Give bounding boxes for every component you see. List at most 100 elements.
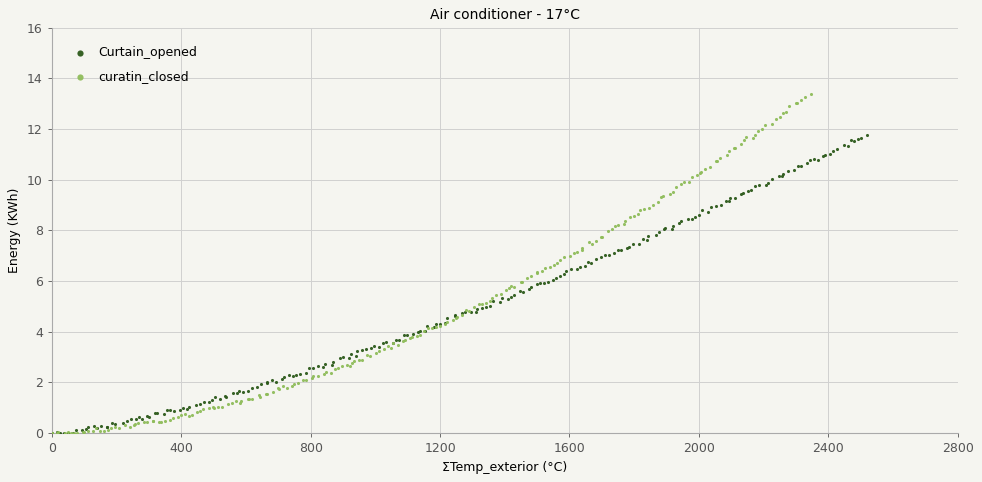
curatin_closed [405, 333, 420, 341]
curatin_closed [362, 352, 378, 360]
curatin_closed [107, 423, 123, 431]
curatin_closed [482, 297, 498, 305]
Curtain_opened [93, 422, 109, 429]
curatin_closed [574, 244, 590, 252]
curatin_closed [304, 374, 320, 381]
curatin_closed [610, 222, 626, 229]
curatin_closed [775, 109, 791, 117]
Curtain_opened [309, 362, 325, 370]
curatin_closed [232, 400, 247, 407]
Curtain_opened [506, 292, 521, 299]
curatin_closed [793, 96, 809, 104]
curatin_closed [100, 426, 116, 433]
Curtain_opened [264, 376, 280, 384]
Curtain_opened [806, 155, 822, 163]
curatin_closed [537, 265, 553, 272]
curatin_closed [627, 212, 642, 220]
Curtain_opened [285, 372, 300, 380]
Curtain_opened [774, 172, 790, 180]
Curtain_opened [826, 147, 842, 154]
Curtain_opened [684, 215, 700, 223]
Curtain_opened [325, 358, 341, 365]
curatin_closed [355, 356, 370, 363]
Curtain_opened [478, 303, 494, 311]
Curtain_opened [771, 172, 787, 180]
curatin_closed [184, 411, 199, 419]
curatin_closed [347, 358, 362, 365]
Curtain_opened [300, 364, 316, 372]
curatin_closed [432, 322, 448, 330]
curatin_closed [547, 261, 563, 268]
Curtain_opened [350, 348, 365, 355]
Curtain_opened [802, 157, 818, 164]
curatin_closed [588, 237, 604, 245]
curatin_closed [513, 278, 528, 285]
Curtain_opened [405, 330, 420, 337]
Curtain_opened [229, 389, 245, 397]
Curtain_opened [252, 380, 268, 388]
curatin_closed [257, 390, 273, 398]
curatin_closed [655, 193, 671, 201]
Curtain_opened [74, 426, 89, 434]
curatin_closed [259, 390, 275, 398]
curatin_closed [494, 290, 510, 298]
curatin_closed [44, 429, 60, 437]
curatin_closed [177, 410, 192, 417]
curatin_closed [181, 412, 196, 420]
curatin_closed [310, 372, 326, 380]
curatin_closed [616, 220, 631, 228]
Curtain_opened [718, 198, 734, 205]
Curtain_opened [156, 410, 172, 418]
Curtain_opened [846, 137, 861, 145]
Curtain_opened [693, 206, 709, 214]
Curtain_opened [457, 308, 472, 316]
Curtain_opened [822, 150, 838, 158]
curatin_closed [318, 368, 334, 376]
Curtain_opened [81, 423, 96, 431]
curatin_closed [192, 407, 208, 415]
Curtain_opened [815, 152, 831, 160]
curatin_closed [122, 423, 137, 431]
Curtain_opened [513, 288, 528, 295]
Curtain_opened [583, 259, 599, 267]
curatin_closed [70, 429, 85, 437]
Curtain_opened [656, 225, 672, 233]
curatin_closed [727, 144, 742, 152]
curatin_closed [225, 400, 241, 407]
Curtain_opened [540, 278, 556, 286]
Title: Air conditioner - 17°C: Air conditioner - 17°C [430, 8, 579, 22]
curatin_closed [381, 343, 397, 350]
Curtain_opened [69, 426, 84, 434]
Curtain_opened [843, 136, 858, 144]
Curtain_opened [371, 343, 387, 350]
curatin_closed [697, 165, 713, 173]
curatin_closed [234, 397, 249, 404]
Curtain_opened [147, 409, 163, 417]
curatin_closed [229, 398, 245, 405]
curatin_closed [359, 351, 375, 359]
Curtain_opened [289, 371, 304, 379]
Curtain_opened [467, 308, 483, 316]
Curtain_opened [580, 258, 596, 266]
curatin_closed [632, 206, 648, 214]
Curtain_opened [640, 232, 656, 240]
Curtain_opened [613, 246, 628, 254]
Curtain_opened [268, 378, 284, 386]
curatin_closed [352, 356, 367, 364]
curatin_closed [251, 391, 267, 399]
Curtain_opened [740, 187, 756, 194]
Curtain_opened [635, 235, 651, 242]
Curtain_opened [619, 244, 634, 252]
curatin_closed [409, 332, 424, 340]
Curtain_opened [175, 404, 191, 412]
curatin_closed [345, 359, 360, 367]
Curtain_opened [344, 350, 359, 358]
Curtain_opened [207, 393, 223, 401]
Curtain_opened [597, 251, 613, 259]
Curtain_opened [52, 429, 68, 437]
curatin_closed [566, 249, 581, 257]
Curtain_opened [463, 308, 478, 316]
curatin_closed [367, 349, 383, 357]
curatin_closed [316, 371, 332, 378]
Curtain_opened [245, 384, 260, 392]
